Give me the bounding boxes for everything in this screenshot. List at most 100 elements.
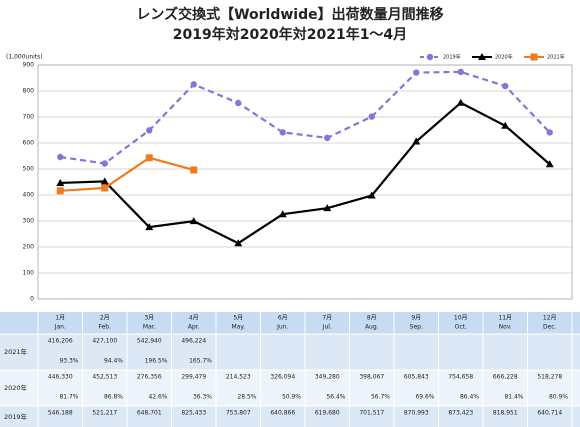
series-line (60, 70, 551, 165)
marker (413, 69, 420, 76)
table-percent: 28.5% (237, 394, 256, 401)
column-header: 10月 (454, 315, 468, 322)
column-header: 8月 (367, 315, 377, 322)
table-percent: 94.4% (104, 358, 123, 365)
marker (57, 153, 64, 161)
marker (145, 223, 154, 231)
marker (189, 217, 198, 225)
row-label: 2019年 (4, 412, 28, 421)
column-header: Jan. (54, 324, 66, 331)
marker (478, 53, 486, 60)
table-value: 701,517 (359, 410, 384, 417)
column-header: 1月 (55, 315, 65, 322)
column-header: Nov. (499, 324, 512, 331)
y-tick-label: 300 (23, 218, 35, 225)
table-percent: 196.5% (145, 358, 168, 365)
table-value: 299,479 (181, 374, 206, 381)
column-header: 4月 (189, 315, 199, 322)
table-value: 452,513 (92, 374, 117, 381)
table-value: 546,188 (48, 410, 73, 417)
marker (145, 154, 153, 162)
marker (190, 166, 198, 174)
marker (502, 82, 509, 90)
marker (324, 134, 331, 142)
marker (530, 53, 538, 61)
plot-area (37, 64, 573, 300)
marker (190, 81, 197, 88)
table-value: 640,714 (537, 410, 562, 417)
marker (56, 178, 65, 186)
table-value: 398,067 (359, 374, 384, 381)
table-value: 648,701 (137, 410, 162, 417)
table-value: 542,940 (137, 338, 162, 345)
table-percent: 56.4% (326, 394, 345, 401)
table-value: 416,206 (48, 338, 73, 345)
marker (457, 68, 464, 76)
marker (501, 121, 510, 129)
table-header-bg (0, 312, 580, 334)
column-header: Aug. (365, 324, 379, 331)
table-value: 605,843 (404, 374, 429, 381)
column-header: Oct. (455, 324, 467, 331)
y-tick-label: 100 (23, 270, 35, 277)
y-tick-label: 900 (23, 62, 35, 69)
table-value: 427,100 (92, 338, 117, 345)
y-tick-label: 0 (30, 296, 34, 303)
column-header: 7月 (322, 315, 332, 322)
legend-label: 2019年 (443, 54, 461, 61)
y-tick-label: 500 (23, 166, 35, 173)
y-tick-label: 800 (23, 88, 35, 95)
table-value: 349,280 (315, 374, 340, 381)
y-tick-label: 600 (23, 140, 35, 147)
table-percent: 42.6% (148, 394, 167, 401)
series-line (60, 156, 195, 192)
column-header: 2月 (100, 315, 110, 322)
table-percent: 93.3% (59, 358, 78, 365)
table-percent: 86.4% (460, 394, 479, 401)
column-header: Sep. (410, 324, 423, 331)
chart-subtitle: 2019年対2020年対2021年1～4月 (173, 26, 407, 43)
column-header: Mar. (143, 324, 156, 331)
legend-label: 2020年 (495, 54, 513, 61)
marker (368, 113, 375, 120)
column-header: Feb. (98, 324, 111, 331)
y-tick-label: 400 (23, 192, 35, 199)
table-value: 825,433 (181, 410, 206, 417)
table-value: 518,278 (537, 374, 562, 381)
column-header: Jul. (322, 324, 332, 331)
column-header: Dec. (543, 324, 557, 331)
column-header: 6月 (278, 315, 288, 322)
table-value: 619,680 (315, 410, 340, 417)
column-header: 12月 (543, 315, 557, 322)
table-row-bg (0, 334, 580, 370)
table-percent: 81.7% (59, 394, 78, 401)
table-percent: 56.7% (371, 394, 390, 401)
column-header: Jun. (276, 324, 288, 331)
table-value: 446,330 (48, 374, 73, 381)
table-value: 666,228 (493, 374, 518, 381)
column-header: 5月 (233, 315, 243, 322)
table-value: 753,807 (226, 410, 251, 417)
table-value: 276,356 (137, 374, 162, 381)
marker (100, 177, 109, 185)
table-value: 214,523 (226, 374, 251, 381)
legend-label: 2021年 (547, 54, 565, 61)
table-percent: 50.9% (282, 394, 301, 401)
column-header: May. (232, 324, 246, 331)
marker (456, 98, 465, 106)
marker (101, 160, 108, 167)
column-header: 3月 (144, 315, 154, 322)
marker (412, 137, 421, 145)
y-tick-label: 200 (23, 244, 35, 251)
column-header: Apr. (188, 324, 200, 331)
marker (546, 129, 553, 136)
table-value: 326,094 (270, 374, 295, 381)
marker (56, 187, 64, 195)
marker (235, 99, 242, 107)
table-value: 521,217 (92, 410, 117, 417)
table-value: 640,866 (270, 410, 295, 417)
row-label: 2021年 (4, 347, 28, 356)
marker (545, 160, 554, 168)
table-value: 870,993 (404, 410, 429, 417)
